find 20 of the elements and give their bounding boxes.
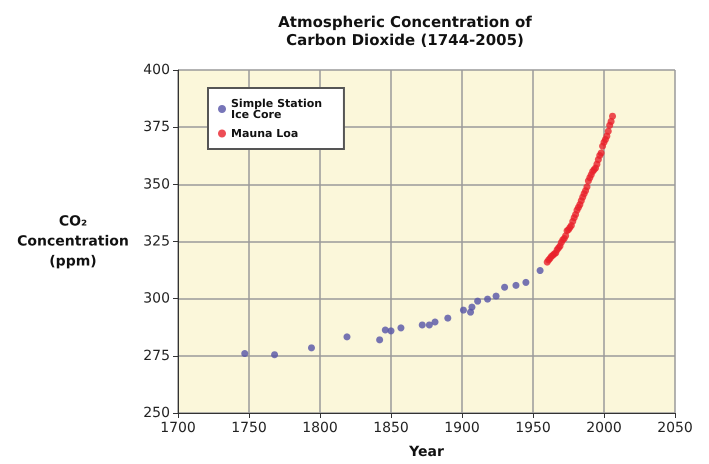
y-tick-label: 275 — [143, 348, 170, 364]
y-tick-label: 350 — [143, 176, 170, 192]
y-tick-label: 250 — [143, 405, 170, 421]
x-tick-label: 1850 — [373, 420, 409, 436]
y-tick-label: 400 — [143, 62, 170, 78]
y-tick-label: 300 — [143, 290, 170, 307]
legend-label: Simple Station Ice Core — [231, 97, 326, 121]
x-tick-label: 1700 — [160, 420, 196, 436]
legend-label: Mauna Loa — [231, 127, 298, 140]
x-tick-label: 2050 — [657, 420, 693, 436]
x-axis-title: Year — [408, 444, 444, 460]
x-tick-label: 1750 — [231, 420, 267, 436]
y-axis-title: CO₂ Concentration (ppm) — [17, 214, 129, 270]
x-tick-label: 1900 — [444, 420, 480, 436]
x-tick-label: 2000 — [586, 420, 622, 436]
y-tick-label: 375 — [143, 119, 170, 136]
y-tick-label: 325 — [143, 234, 170, 250]
x-tick-label: 1800 — [302, 420, 338, 436]
chart-title: Atmospheric Concentration of Carbon Dioxide (1744-2005) — [278, 13, 532, 49]
x-tick-label: 1950 — [515, 420, 551, 436]
